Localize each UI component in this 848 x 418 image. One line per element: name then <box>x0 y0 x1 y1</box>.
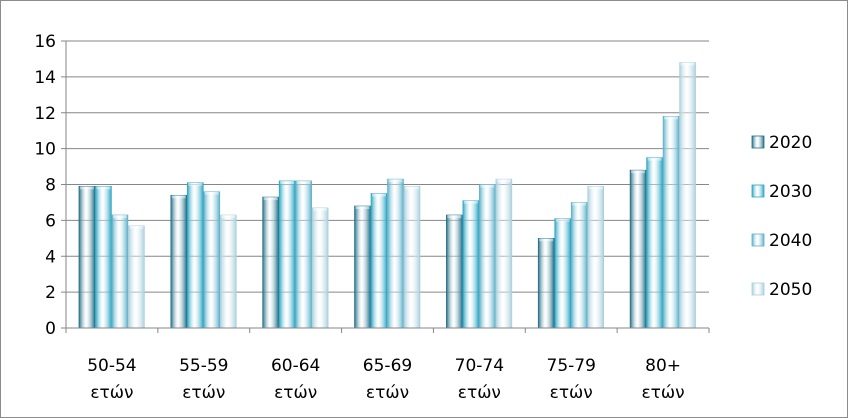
bar-highlight <box>280 180 295 184</box>
x-category-label: ετών <box>366 383 409 403</box>
bar-2040-3 <box>387 178 404 329</box>
bar-highlight <box>388 179 403 183</box>
legend-swatch-2040 <box>751 233 765 247</box>
bar-2020-2 <box>262 196 279 329</box>
bar-highlight <box>631 170 646 174</box>
bar-highlight <box>204 191 219 195</box>
x-category-label: ετών <box>90 383 133 403</box>
x-category-label: 55-59 <box>179 356 228 376</box>
bar-2020-3 <box>354 205 371 329</box>
bar-2020-6 <box>629 169 647 329</box>
x-category-label: 65-69 <box>363 356 412 376</box>
bar-2040-5 <box>570 202 588 329</box>
x-category-label: 80+ <box>645 356 681 376</box>
bar-highlight <box>588 186 603 190</box>
bar-2020-5 <box>537 238 555 329</box>
bar-2040-2 <box>295 180 312 329</box>
x-category-label: ετών <box>550 383 593 403</box>
bar-2040-4 <box>479 184 496 329</box>
bar-highlight <box>572 202 587 206</box>
y-axis: 0 2 4 6 8 10 12 14 16 <box>34 32 67 339</box>
bar-highlight <box>296 180 311 184</box>
bar-highlight <box>496 179 511 183</box>
bar-2030-6 <box>646 157 663 329</box>
bar-highlight <box>96 186 111 190</box>
bar-2030-5 <box>554 218 572 329</box>
y-tick-label: 10 <box>34 140 56 160</box>
bar-2050-0 <box>128 225 145 329</box>
legend-label-2030: 2030 <box>769 182 812 202</box>
y-tick-label: 6 <box>45 211 56 231</box>
x-category-label: ετών <box>274 383 317 403</box>
legend-label-2020: 2020 <box>769 133 812 153</box>
bar-2030-2 <box>278 180 296 329</box>
bar-2040-6 <box>662 116 680 329</box>
bar-highlight <box>647 157 662 161</box>
bar-2030-0 <box>95 185 112 329</box>
bar-highlight <box>447 214 462 218</box>
bar-2030-4 <box>462 200 480 329</box>
bar-highlight <box>680 62 695 66</box>
bar-highlight <box>129 225 144 229</box>
bar-2050-6 <box>679 62 696 329</box>
bar-2020-0 <box>78 185 96 329</box>
bar-2050-1 <box>219 214 237 329</box>
bar-2020-4 <box>446 214 463 329</box>
bar-highlight <box>555 218 570 222</box>
bar-highlight <box>79 186 94 190</box>
x-axis: 50-54 ετών 55-59 ετών 60-64 ετών 65-69 ετών 70-7… <box>65 327 710 403</box>
y-tick-label: 14 <box>34 68 56 88</box>
bar-highlight <box>405 186 419 190</box>
bar-2050-4 <box>495 178 513 329</box>
legend-swatch-2050 <box>751 282 765 296</box>
x-category-label: ετών <box>458 383 501 403</box>
bar-highlight <box>221 214 236 218</box>
legend-swatch-2030 <box>751 184 765 198</box>
bar-highlight <box>355 206 370 210</box>
bar-highlight <box>171 195 186 199</box>
x-category-label: 60-64 <box>271 356 320 376</box>
bar-2050-5 <box>587 185 605 329</box>
bar-highlight <box>372 193 386 197</box>
bar-2050-2 <box>311 207 329 329</box>
x-category-label: ετών <box>182 383 225 403</box>
legend: 2020 2030 2040 2050 <box>751 133 812 300</box>
bar-2040-1 <box>203 191 221 329</box>
bars <box>78 62 696 329</box>
legend-swatch-2020 <box>751 135 765 149</box>
bar-highlight <box>112 214 127 218</box>
bar-2030-3 <box>370 193 388 329</box>
y-tick-label: 0 <box>45 319 56 339</box>
legend-label-2040: 2040 <box>769 231 812 251</box>
y-tick-label: 8 <box>45 176 56 196</box>
bar-highlight <box>664 116 679 120</box>
bar-2040-0 <box>111 214 129 329</box>
bar-highlight <box>463 200 478 204</box>
x-category-label: 75-79 <box>547 356 596 376</box>
y-tick-label: 4 <box>45 247 56 267</box>
y-tick-label: 16 <box>34 32 56 52</box>
x-category-label: ετών <box>641 383 684 403</box>
y-tick-label: 12 <box>34 104 56 124</box>
x-category-label: 50-54 <box>87 356 136 376</box>
bar-2030-1 <box>186 182 204 329</box>
bar-2050-3 <box>403 185 421 329</box>
x-category-label: 70-74 <box>455 356 504 376</box>
y-tick-label: 2 <box>45 283 56 303</box>
bar-highlight <box>263 197 278 201</box>
bar-highlight <box>480 184 495 188</box>
bar-highlight <box>313 207 328 211</box>
bar-highlight <box>539 238 554 242</box>
legend-label-2050: 2050 <box>769 280 812 300</box>
bar-highlight <box>188 182 203 186</box>
bar-2020-1 <box>170 194 188 329</box>
